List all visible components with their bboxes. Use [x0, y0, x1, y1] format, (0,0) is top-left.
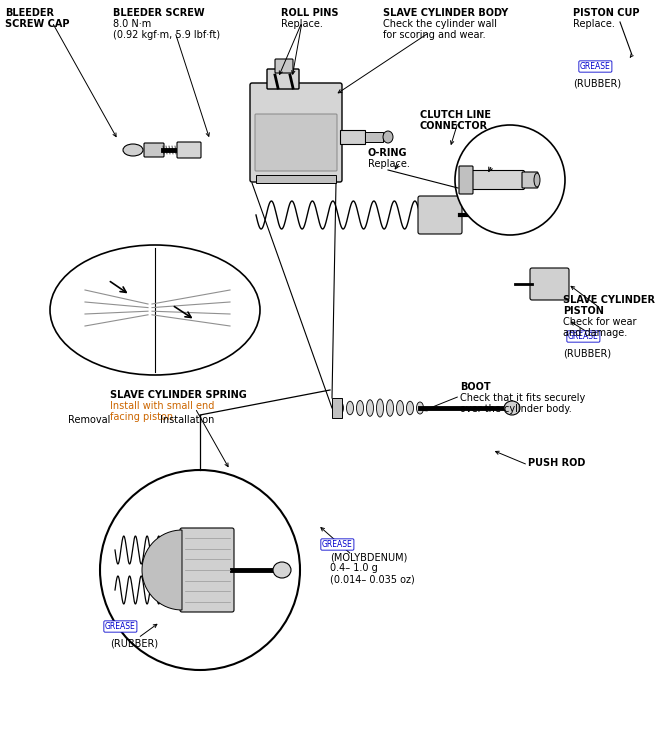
Text: PUSH ROD: PUSH ROD [528, 458, 586, 468]
Bar [365, 132, 383, 142]
Wedge shape [142, 530, 182, 610]
FancyBboxPatch shape [459, 166, 473, 194]
Text: for scoring and wear.: for scoring and wear. [383, 30, 486, 40]
Ellipse shape [336, 402, 343, 414]
Ellipse shape [397, 401, 403, 416]
Text: Check that it fits securely: Check that it fits securely [460, 393, 585, 403]
Text: O-RING: O-RING [368, 148, 407, 158]
Text: BLEEDER SCREW: BLEEDER SCREW [113, 8, 205, 18]
FancyBboxPatch shape [250, 83, 342, 182]
Text: ROLL PINS: ROLL PINS [281, 8, 338, 18]
FancyBboxPatch shape [144, 143, 164, 157]
Circle shape [100, 470, 300, 670]
Text: over the cylinder body.: over the cylinder body. [460, 404, 572, 414]
Text: and damage.: and damage. [563, 328, 627, 338]
Ellipse shape [367, 400, 374, 417]
Ellipse shape [123, 144, 143, 156]
Bar [340, 130, 365, 144]
Text: (MOLYBDENUM): (MOLYBDENUM) [330, 552, 407, 562]
FancyBboxPatch shape [180, 528, 234, 612]
Text: Install with small end: Install with small end [110, 401, 215, 411]
Text: Check the cylinder wall: Check the cylinder wall [383, 19, 497, 29]
Bar [332, 398, 342, 418]
Bar [256, 175, 336, 183]
Text: Replace.: Replace. [281, 19, 323, 29]
Text: SCREW CAP: SCREW CAP [5, 19, 70, 29]
Text: 8.0 N·m: 8.0 N·m [113, 19, 151, 29]
Text: CONNECTOR: CONNECTOR [420, 121, 488, 131]
Text: Replace.: Replace. [368, 159, 410, 169]
Text: SLAVE CYLINDER BODY: SLAVE CYLINDER BODY [383, 8, 508, 18]
FancyBboxPatch shape [267, 69, 299, 89]
Text: Replace.: Replace. [573, 19, 615, 29]
Text: GREASE: GREASE [568, 332, 599, 341]
FancyBboxPatch shape [418, 196, 462, 234]
Text: 0.4– 1.0 g: 0.4– 1.0 g [330, 563, 378, 573]
Text: (0.014– 0.035 oz): (0.014– 0.035 oz) [330, 574, 415, 584]
Text: Installation: Installation [160, 415, 215, 425]
Text: (RUBBER): (RUBBER) [573, 78, 621, 88]
Text: Check for wear: Check for wear [563, 317, 636, 327]
Text: GREASE: GREASE [322, 540, 353, 549]
Text: PISTON CUP: PISTON CUP [573, 8, 640, 18]
Text: PISTON: PISTON [563, 306, 604, 316]
Text: SLAVE CYLINDER SPRING: SLAVE CYLINDER SPRING [110, 390, 247, 400]
Ellipse shape [504, 401, 520, 415]
FancyBboxPatch shape [522, 172, 538, 188]
FancyBboxPatch shape [177, 142, 201, 158]
Text: (RUBBER): (RUBBER) [563, 348, 611, 358]
Ellipse shape [417, 402, 424, 414]
Text: GREASE: GREASE [105, 622, 136, 631]
Ellipse shape [376, 399, 384, 417]
Text: (RUBBER): (RUBBER) [110, 638, 158, 648]
Text: BLEEDER: BLEEDER [5, 8, 54, 18]
Ellipse shape [534, 173, 540, 187]
FancyBboxPatch shape [530, 268, 569, 300]
FancyBboxPatch shape [255, 114, 337, 171]
Ellipse shape [383, 131, 393, 143]
Text: (0.92 kgf·m, 5.9 lbf·ft): (0.92 kgf·m, 5.9 lbf·ft) [113, 30, 220, 40]
Text: GREASE: GREASE [580, 62, 611, 71]
FancyBboxPatch shape [507, 206, 527, 224]
Ellipse shape [50, 245, 260, 375]
Ellipse shape [407, 401, 413, 415]
Text: BOOT: BOOT [460, 382, 491, 392]
Ellipse shape [273, 562, 291, 578]
Ellipse shape [386, 400, 393, 417]
Text: CLUTCH LINE: CLUTCH LINE [420, 110, 491, 120]
FancyBboxPatch shape [275, 59, 293, 73]
Ellipse shape [357, 401, 363, 416]
Ellipse shape [347, 401, 353, 415]
FancyBboxPatch shape [467, 171, 524, 190]
Text: facing piston.: facing piston. [110, 412, 176, 422]
Text: Removal: Removal [68, 415, 111, 425]
Circle shape [455, 125, 565, 235]
Text: SLAVE CYLINDER: SLAVE CYLINDER [563, 295, 655, 305]
